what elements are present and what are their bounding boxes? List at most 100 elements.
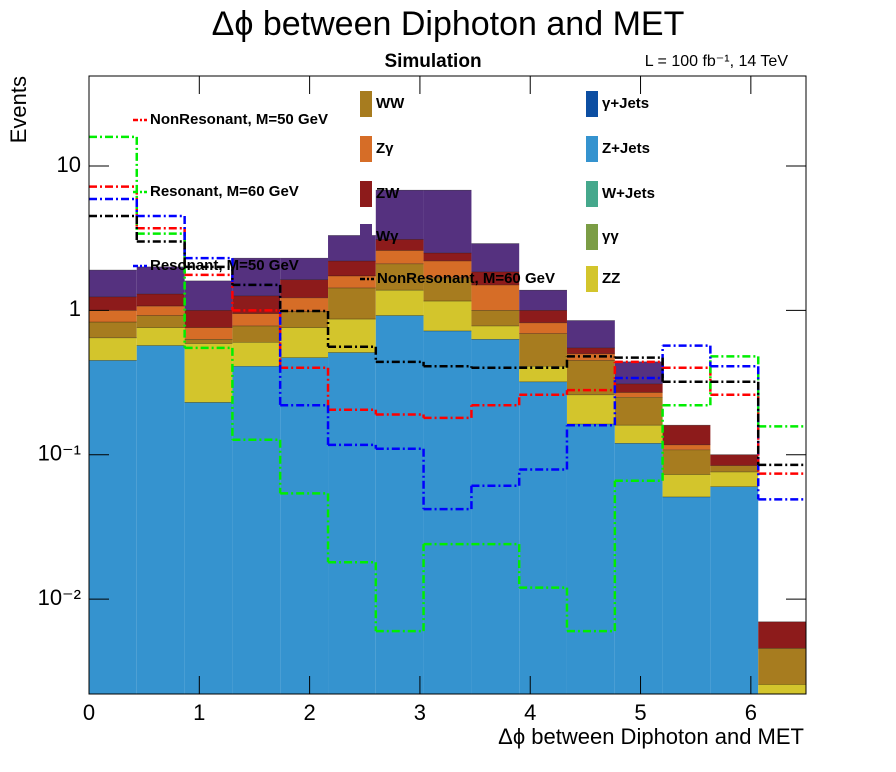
bar-segment	[375, 263, 424, 291]
x-tick-label: 6	[745, 700, 757, 725]
plot-area	[89, 135, 806, 694]
bar-segment	[519, 310, 567, 323]
bar-segment	[184, 339, 233, 344]
bar-segment	[89, 322, 137, 338]
bar-segment	[710, 454, 759, 466]
bar-segment	[328, 260, 376, 276]
bar-segment	[232, 258, 281, 296]
legend-label: W+Jets	[602, 185, 655, 202]
bar-segment	[519, 290, 567, 311]
bar-segment	[423, 190, 472, 253]
bar-segment	[423, 252, 472, 261]
legend-label: WW	[376, 95, 405, 112]
bar-segment	[662, 449, 711, 475]
legend-label: Zγ	[376, 140, 394, 157]
bar-segment	[136, 293, 185, 307]
legend-swatch	[586, 136, 598, 162]
bar-segment	[710, 471, 759, 487]
y-tick-label: 1	[69, 296, 81, 321]
legend-swatch	[360, 224, 372, 250]
bar-segment	[375, 190, 424, 240]
bar-segment	[375, 239, 424, 251]
bar-segment	[710, 486, 759, 694]
bar-segment	[136, 345, 185, 694]
x-axis-label: Δϕ between Diphoton and MET	[498, 724, 804, 749]
bar-segment	[184, 280, 233, 311]
legend-swatch	[586, 224, 598, 250]
x-tick-label: 0	[83, 700, 95, 725]
legend-label: Resonant, M=50 GeV	[150, 257, 299, 274]
subtitle: Simulation	[384, 51, 481, 72]
bar-segment	[184, 310, 233, 328]
bar-segment	[328, 275, 376, 288]
bar-segment	[662, 425, 711, 445]
bar-segment	[614, 397, 663, 426]
legend-swatch	[360, 181, 372, 207]
bar-segment	[758, 621, 806, 649]
y-axis-label: Events	[6, 76, 31, 143]
bar-segment	[614, 361, 663, 384]
legend-swatch	[586, 91, 598, 117]
bar-segment	[710, 465, 759, 472]
bar-segment	[328, 352, 376, 694]
bar-segment	[184, 343, 233, 403]
chart-title: Δϕ between Diphoton and MET	[212, 5, 685, 43]
bar-segment	[519, 322, 567, 334]
legend-label: NonResonant, M=50 GeV	[150, 111, 328, 128]
bar-segment	[614, 443, 663, 694]
bar-segment	[280, 327, 329, 358]
x-tick-label: 2	[303, 700, 315, 725]
y-tick-label: 10	[57, 152, 81, 177]
bar-segment	[614, 425, 663, 444]
bar-segment	[136, 266, 185, 294]
x-tick-label: 4	[524, 700, 536, 725]
bar-segment	[758, 648, 806, 685]
bar-segment	[232, 313, 281, 326]
bar-segment	[89, 360, 137, 694]
bar-segment	[280, 311, 329, 328]
legend-swatch	[360, 136, 372, 162]
bar-segment	[519, 366, 567, 382]
bar-segment	[280, 258, 329, 280]
legend-label: γγ	[602, 228, 619, 245]
bar-segment	[184, 327, 233, 340]
bar-segment	[566, 424, 615, 694]
y-tick-label: 10⁻¹	[38, 441, 81, 466]
bar-segment	[280, 297, 329, 312]
bar-segment	[471, 325, 520, 340]
bar-segment	[136, 306, 185, 316]
bar-segment	[614, 383, 663, 393]
legend-swatch	[360, 91, 372, 117]
bar-segment	[136, 327, 185, 346]
annotation: L = 100 fb⁻¹, 14 TeV	[645, 53, 789, 70]
bar-segment	[232, 325, 281, 343]
bar-segment	[471, 271, 520, 285]
legend-label: NonResonant, M=60 GeV	[377, 270, 555, 287]
bar-segment	[89, 310, 137, 323]
bar-segment	[471, 243, 520, 272]
x-tick-label: 1	[193, 700, 205, 725]
x-tick-label: 3	[414, 700, 426, 725]
legend-label: Z+Jets	[602, 140, 650, 157]
bar-segment	[423, 277, 472, 302]
legend-label: γ+Jets	[602, 95, 649, 112]
bar-segment	[758, 684, 806, 694]
legend-label: Resonant, M=60 GeV	[150, 183, 299, 200]
bar-segment	[614, 392, 663, 398]
bar-segment	[184, 402, 233, 694]
y-tick-label: 10⁻²	[38, 585, 81, 610]
bar-segment	[519, 333, 567, 367]
bar-segment	[423, 301, 472, 331]
legend-swatch	[586, 181, 598, 207]
bar-segment	[471, 284, 520, 311]
bar-segment	[471, 339, 520, 694]
bar-segment	[662, 496, 711, 694]
bar-segment	[566, 347, 615, 354]
bar-segment	[423, 260, 472, 278]
bar-segment	[375, 315, 424, 694]
bar-segment	[566, 320, 615, 348]
bar-segment	[423, 330, 472, 694]
bar-segment	[232, 342, 281, 367]
bar-segment	[232, 366, 281, 694]
